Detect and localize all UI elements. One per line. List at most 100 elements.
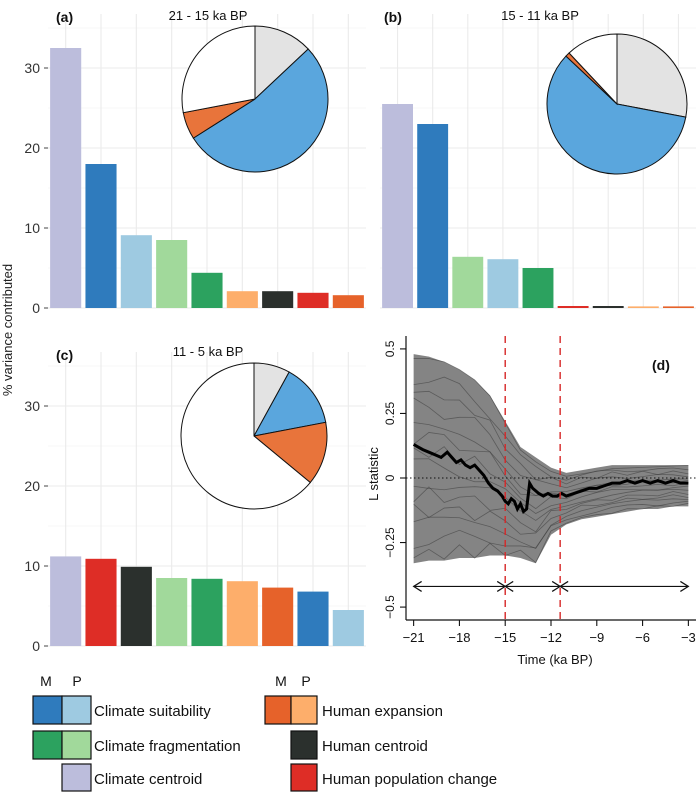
bar-climate-centroid <box>50 556 82 646</box>
bar-climate-suit-P <box>120 235 152 308</box>
legend-header-m: M <box>40 673 52 689</box>
bar-climate-suit-P <box>332 610 364 646</box>
bar-climate-centroid <box>50 48 82 308</box>
legend-label-climate-centroid: Climate centroid <box>94 771 202 788</box>
ytick-label: 0 <box>32 638 40 654</box>
legend-header-p2: P <box>301 673 310 689</box>
pie-pie-slice-white <box>181 25 256 114</box>
bar-climate-frag-P <box>156 578 188 646</box>
shared-ylabel: % variance contributed <box>0 264 15 396</box>
bar-human-exp-P <box>627 306 659 308</box>
ytick-label: 0 <box>383 474 397 481</box>
pie-pie-slice-white <box>568 33 618 106</box>
legend-climate-centroid-swatch <box>61 763 92 792</box>
bar-climate-frag-M <box>191 272 223 308</box>
period-arrowhead-left <box>504 580 514 592</box>
bar-human-exp-M <box>332 295 364 308</box>
panel-b-title: 15 - 11 ka BP <box>501 8 579 23</box>
period-arrowhead-left <box>412 580 422 592</box>
bar-climate-suit-M <box>297 591 329 646</box>
replicate-trace <box>413 494 689 535</box>
ytick-label: 20 <box>24 478 40 494</box>
pie-pie-slice-blue <box>546 55 687 175</box>
legend-label-human-expansion: Human expansion <box>322 703 443 720</box>
legend-label-human-population-change: Human population change <box>322 771 497 788</box>
period-arrowhead-left <box>559 580 569 592</box>
pie-pie-slice-blue <box>253 371 327 437</box>
bar-human-centroid <box>120 566 152 646</box>
ytick-label: 0 <box>32 300 40 316</box>
bar-human-exp-M <box>262 587 294 646</box>
legend-climate-frag-m-swatch <box>32 730 63 760</box>
bar-climate-frag-M <box>191 578 223 646</box>
panel-a-label: (a) <box>56 9 73 25</box>
bar-climate-centroid <box>382 104 414 308</box>
ytick-label: 10 <box>24 220 40 236</box>
replicate-trace <box>413 458 689 515</box>
period-arrowhead-right <box>680 580 690 592</box>
bar-climate-frag-P <box>452 256 484 308</box>
xtick-label: −3 <box>681 630 696 645</box>
panel-b-label: (b) <box>384 9 402 25</box>
ytick-label: 10 <box>24 558 40 574</box>
panel-d-ylabel: L statistic <box>366 447 381 501</box>
panel-b: (b) 15 - 11 ka BP <box>380 8 696 309</box>
legend-climate-suit-m-swatch <box>32 695 63 725</box>
pie-pie-slice-orange <box>252 421 328 484</box>
legend-human-exp-m-swatch <box>264 695 292 725</box>
ytick-label: −0.25 <box>383 527 397 558</box>
legend-human-pop-swatch <box>290 763 318 792</box>
bar-human-pop <box>297 292 329 308</box>
legend-climate-frag-p-swatch <box>61 730 92 760</box>
pie-pie-slice-gray <box>616 33 688 118</box>
replicate-trace <box>413 397 689 489</box>
pie-pie-slice-gray <box>254 25 309 101</box>
bar-climate-suit-P <box>487 259 519 308</box>
bar-human-exp-P <box>226 291 258 308</box>
ytick-label: 30 <box>24 398 40 414</box>
bar-human-pop <box>85 558 117 646</box>
ytick-label: 20 <box>24 140 40 156</box>
panel-d-xlabel: Time (ka BP) <box>517 652 592 667</box>
bar-climate-suit-M <box>417 124 449 308</box>
pie-pie-slice-white <box>180 362 311 510</box>
median-l-statistic-line <box>412 443 689 515</box>
legend-human-exp-p-swatch <box>290 695 318 725</box>
bar-human-centroid <box>262 291 294 308</box>
legend-label-climate-fragmentation: Climate fragmentation <box>94 738 241 755</box>
legend: M P M P Climate suitability Climate frag… <box>32 673 497 792</box>
legend-human-centroid-swatch <box>290 730 318 760</box>
legend-label-climate-suitability: Climate suitability <box>94 703 211 720</box>
panel-a-title: 21 - 15 ka BP <box>169 8 248 23</box>
ytick-label: 30 <box>24 60 40 76</box>
ytick-label: 0.5 <box>383 340 397 357</box>
xtick-label: −6 <box>635 630 650 645</box>
xtick-label: −21 <box>403 630 425 645</box>
legend-climate-suit-p-swatch <box>61 695 92 725</box>
xtick-label: −9 <box>589 630 604 645</box>
xtick-label: −15 <box>494 630 516 645</box>
bar-climate-suit-M <box>85 164 117 308</box>
panel-d-label: (d) <box>652 357 670 373</box>
replicate-trace <box>413 376 689 481</box>
panel-a: 0 10 20 30 (a) 21 - 15 ka BP <box>24 8 366 316</box>
replicate-trace <box>413 358 689 477</box>
bar-human-exp-M <box>662 306 694 308</box>
replicate-trace <box>413 486 689 533</box>
bar-human-centroid <box>592 306 624 308</box>
legend-label-human-centroid: Human centroid <box>322 738 428 755</box>
bar-climate-frag-P <box>156 240 188 308</box>
panel-c-title: 11 - 5 ka BP <box>173 344 244 359</box>
ytick-label: −0.5 <box>383 595 397 619</box>
replicate-trace <box>413 502 689 564</box>
panel-c: 0 10 20 30 (c) 11 - 5 ka BP <box>24 344 366 654</box>
bar-human-pop <box>557 306 589 308</box>
legend-header-m2: M <box>275 673 287 689</box>
panel-d: −21 −18 −15 −12 −9 −6 −30.50.250−0.25−0.5 (d) … <box>366 336 696 667</box>
pie-pie-slice-blue <box>192 48 329 173</box>
ytick-label: 0.25 <box>383 401 397 425</box>
legend-header-p: P <box>72 673 81 689</box>
bar-climate-frag-M <box>522 268 554 308</box>
xtick-label: −18 <box>448 630 470 645</box>
